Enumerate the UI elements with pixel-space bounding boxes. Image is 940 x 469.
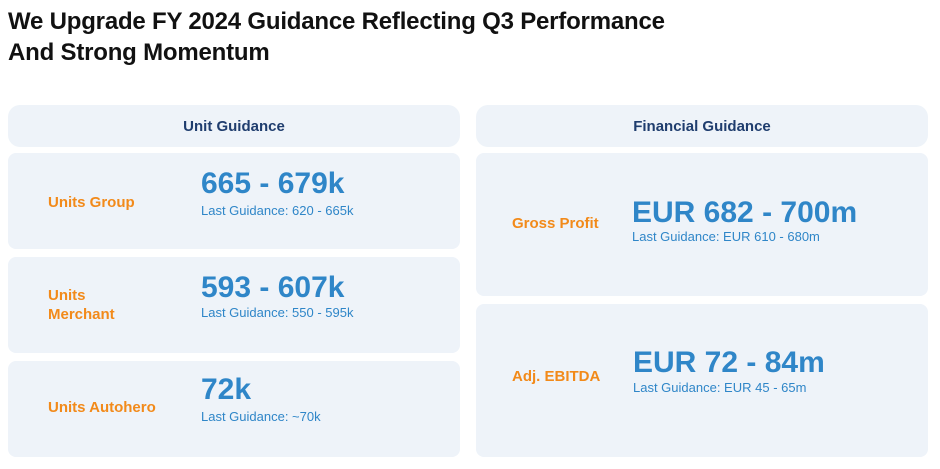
- units-merchant-value: 593 - 607k: [201, 271, 345, 304]
- adj-ebitda-value: EUR 72 - 84m: [633, 346, 825, 379]
- adj-ebitda-label: Adj. EBITDA: [512, 368, 601, 385]
- page-title-line-1: We Upgrade FY 2024 Guidance Reflecting Q…: [8, 8, 665, 35]
- units-merchant-label-line-1: Units: [48, 287, 86, 304]
- units-merchant-label: Units Merchant: [48, 286, 115, 324]
- page-title-line-2: And Strong Momentum: [8, 39, 270, 66]
- units-group-card: Units Group 665 - 679k Last Guidance: 62…: [8, 153, 460, 249]
- gross-profit-label: Gross Profit: [512, 215, 599, 232]
- units-autohero-last-guidance: Last Guidance: ~70k: [201, 409, 321, 424]
- units-merchant-label-line-2: Merchant: [48, 306, 115, 323]
- gross-profit-value: EUR 682 - 700m: [632, 196, 858, 229]
- gross-profit-last-guidance: Last Guidance: EUR 610 - 680m: [632, 229, 820, 244]
- units-autohero-label: Units Autohero: [48, 399, 156, 416]
- gross-profit-card: Gross Profit EUR 682 - 700m Last Guidanc…: [476, 153, 928, 296]
- units-autohero-card: Units Autohero 72k Last Guidance: ~70k: [8, 361, 460, 457]
- unit-guidance-header: Unit Guidance: [8, 105, 460, 147]
- units-group-label: Units Group: [48, 194, 135, 211]
- units-group-value: 665 - 679k: [201, 167, 345, 200]
- units-autohero-value: 72k: [201, 373, 252, 406]
- financial-guidance-header: Financial Guidance: [476, 105, 928, 147]
- units-merchant-last-guidance: Last Guidance: 550 - 595k: [201, 305, 354, 320]
- page-title: We Upgrade FY 2024 Guidance Reflecting Q…: [8, 6, 665, 68]
- adj-ebitda-last-guidance: Last Guidance: EUR 45 - 65m: [633, 380, 807, 395]
- units-group-last-guidance: Last Guidance: 620 - 665k: [201, 203, 354, 218]
- adj-ebitda-card: Adj. EBITDA EUR 72 - 84m Last Guidance: …: [476, 304, 928, 457]
- units-merchant-card: Units Merchant 593 - 607k Last Guidance:…: [8, 257, 460, 353]
